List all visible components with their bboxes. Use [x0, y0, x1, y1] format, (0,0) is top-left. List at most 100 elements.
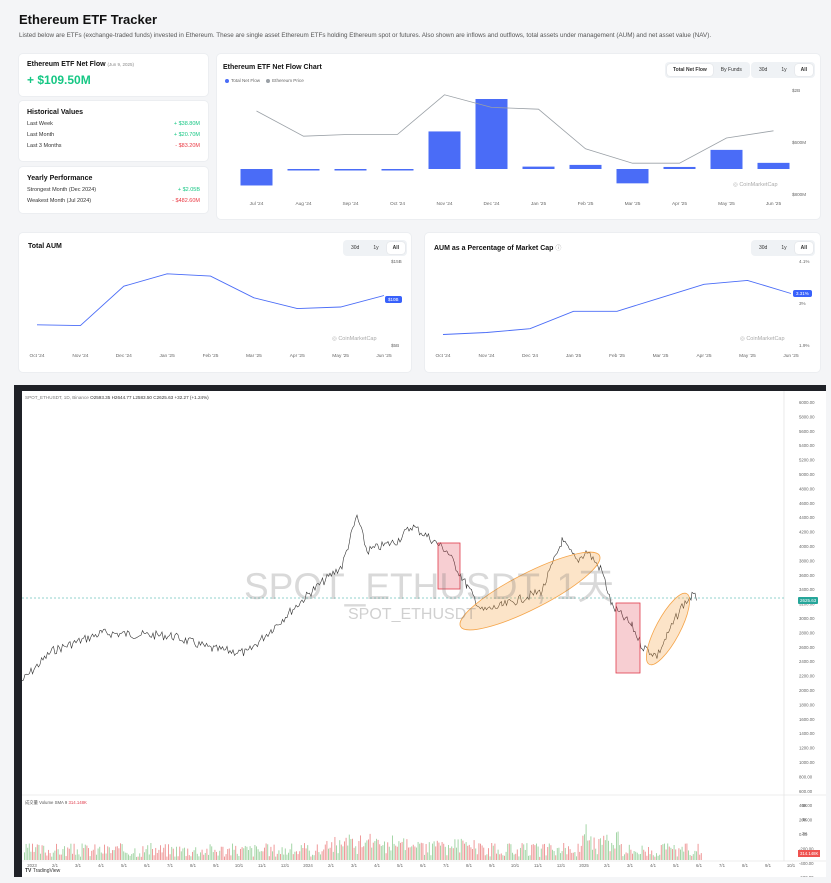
volume-bar — [492, 845, 494, 860]
volume-bar — [577, 843, 579, 860]
coinmarketcap-watermark: ◎ CoinMarketCap — [733, 182, 778, 188]
historical-row: Last Month + $20.70M — [27, 132, 200, 138]
volume-bar — [700, 853, 702, 860]
x-tick-label: Oct '24 — [435, 353, 450, 359]
volume-bar — [427, 852, 429, 860]
volume-bar — [542, 844, 544, 860]
volume-bar — [185, 856, 187, 860]
volume-bar — [644, 851, 646, 860]
total-aum-card: Total AUM 30d 1y All Oct '24 Nov '24 Dec '… — [19, 233, 411, 372]
volume-bar — [446, 855, 448, 860]
volume-bar — [307, 845, 309, 860]
tv-low: 2583.50 — [135, 395, 152, 400]
tab-all[interactable]: All — [794, 64, 814, 76]
time-tick-label: 3/1 — [75, 863, 82, 868]
price-tick-label: 600.00 — [799, 789, 813, 794]
volume-bar — [462, 840, 464, 860]
price-tick-label: 4200.00 — [799, 530, 815, 535]
page-subtitle: Listed below are ETFs (exchange-traded f… — [19, 32, 712, 39]
volume-bar — [57, 849, 59, 860]
x-tick-label: May '25 — [718, 201, 735, 207]
price-tick-label: 4800.00 — [799, 486, 815, 491]
volume-bar — [627, 853, 629, 860]
tradingview-screenshot: SPOT_ETHUSDT, 1D, Binance O2593.35 H2644… — [14, 385, 826, 877]
volume-bar — [361, 847, 363, 860]
tab-by-funds[interactable]: By Funds — [720, 67, 742, 73]
volume-bar — [118, 848, 120, 860]
volume-bar — [611, 842, 613, 860]
netflow-bar — [428, 131, 461, 169]
x-tick-label: Jun '25 — [783, 353, 799, 359]
tv-volume-label: 成交量 Volume SMA 9 314.148K — [25, 800, 87, 805]
volume-bar — [592, 849, 593, 860]
volume-bar — [142, 846, 144, 860]
volume-bar — [286, 854, 288, 860]
x-tick-label: Feb '25 — [578, 201, 594, 207]
volume-bar — [27, 847, 29, 860]
pct-tabs: 30d 1y All — [751, 240, 816, 256]
volume-bar — [305, 848, 307, 860]
volume-bar — [275, 856, 277, 860]
time-tick-label: 7/1 — [443, 863, 450, 868]
volume-bar — [587, 840, 589, 860]
price-tick-label: 5800.00 — [799, 414, 815, 419]
volume-bar — [467, 845, 469, 860]
info-icon[interactable]: ⓘ — [555, 246, 562, 252]
volume-bar — [192, 851, 193, 860]
volume-bar — [598, 839, 600, 860]
volume-bar — [243, 848, 245, 860]
aum-tab-all[interactable]: All — [386, 242, 406, 254]
volume-bar — [484, 855, 486, 860]
y-tick-label: $800M — [792, 192, 806, 197]
volume-bar — [518, 856, 520, 860]
volume-bar — [420, 842, 422, 860]
volume-bar — [164, 844, 166, 860]
time-tick-label: 2/1 — [52, 863, 59, 868]
volume-bar — [364, 842, 366, 860]
volume-bar — [654, 856, 656, 860]
x-tick-label: Sep '24 — [342, 201, 358, 207]
volume-bar — [273, 844, 275, 860]
aum-badge: $10B — [385, 296, 402, 303]
volume-bar — [259, 851, 261, 860]
volume-bar — [268, 856, 270, 860]
time-tick-label: 10/1 — [511, 863, 520, 868]
aum-tab-30d[interactable]: 30d — [351, 245, 360, 251]
volume-bar — [443, 843, 445, 860]
volume-bar — [216, 851, 217, 860]
x-tick-label: Jan '25 — [159, 353, 175, 359]
volume-bar — [294, 851, 296, 860]
pct-tab-30d[interactable]: 30d — [759, 245, 768, 251]
price-tick-label: 0.00 — [799, 832, 808, 837]
pct-tab-1y[interactable]: 1y — [781, 245, 787, 251]
volume-bar — [288, 852, 289, 860]
time-tick-label: 9/1 — [489, 863, 496, 868]
tab-30d[interactable]: 30d — [759, 67, 768, 73]
tab-total-net-flow[interactable]: Total Net Flow — [667, 64, 713, 76]
volume-bar — [156, 852, 158, 860]
netflow-bar — [616, 169, 649, 184]
volume-bar — [120, 843, 121, 860]
volume-bar — [97, 848, 99, 860]
volume-bar — [516, 849, 518, 860]
tv-price-chart[interactable]: 6000.00 5800.00 5600.00 5400.00 5200.00 5000.… — [22, 391, 826, 877]
price-tick-label: 1000.00 — [799, 760, 815, 765]
pct-tab-all[interactable]: All — [794, 242, 814, 254]
volume-bar — [539, 856, 541, 860]
volume-bar — [289, 849, 291, 860]
volume-bar — [560, 853, 561, 860]
volume-bar — [536, 843, 537, 860]
volume-bar — [529, 855, 531, 860]
volume-bar — [352, 838, 353, 860]
aum-tab-1y[interactable]: 1y — [373, 245, 379, 251]
volume-bar — [40, 853, 41, 860]
volume-bar — [324, 844, 326, 860]
volume-bar — [91, 850, 93, 860]
volume-bar — [256, 846, 257, 860]
volume-bar — [337, 853, 339, 860]
historical-row-label: Last Month — [27, 132, 55, 138]
volume-bar — [108, 847, 110, 860]
volume-bar — [448, 844, 449, 860]
volume-bar — [284, 848, 286, 860]
tab-1y[interactable]: 1y — [781, 67, 787, 73]
